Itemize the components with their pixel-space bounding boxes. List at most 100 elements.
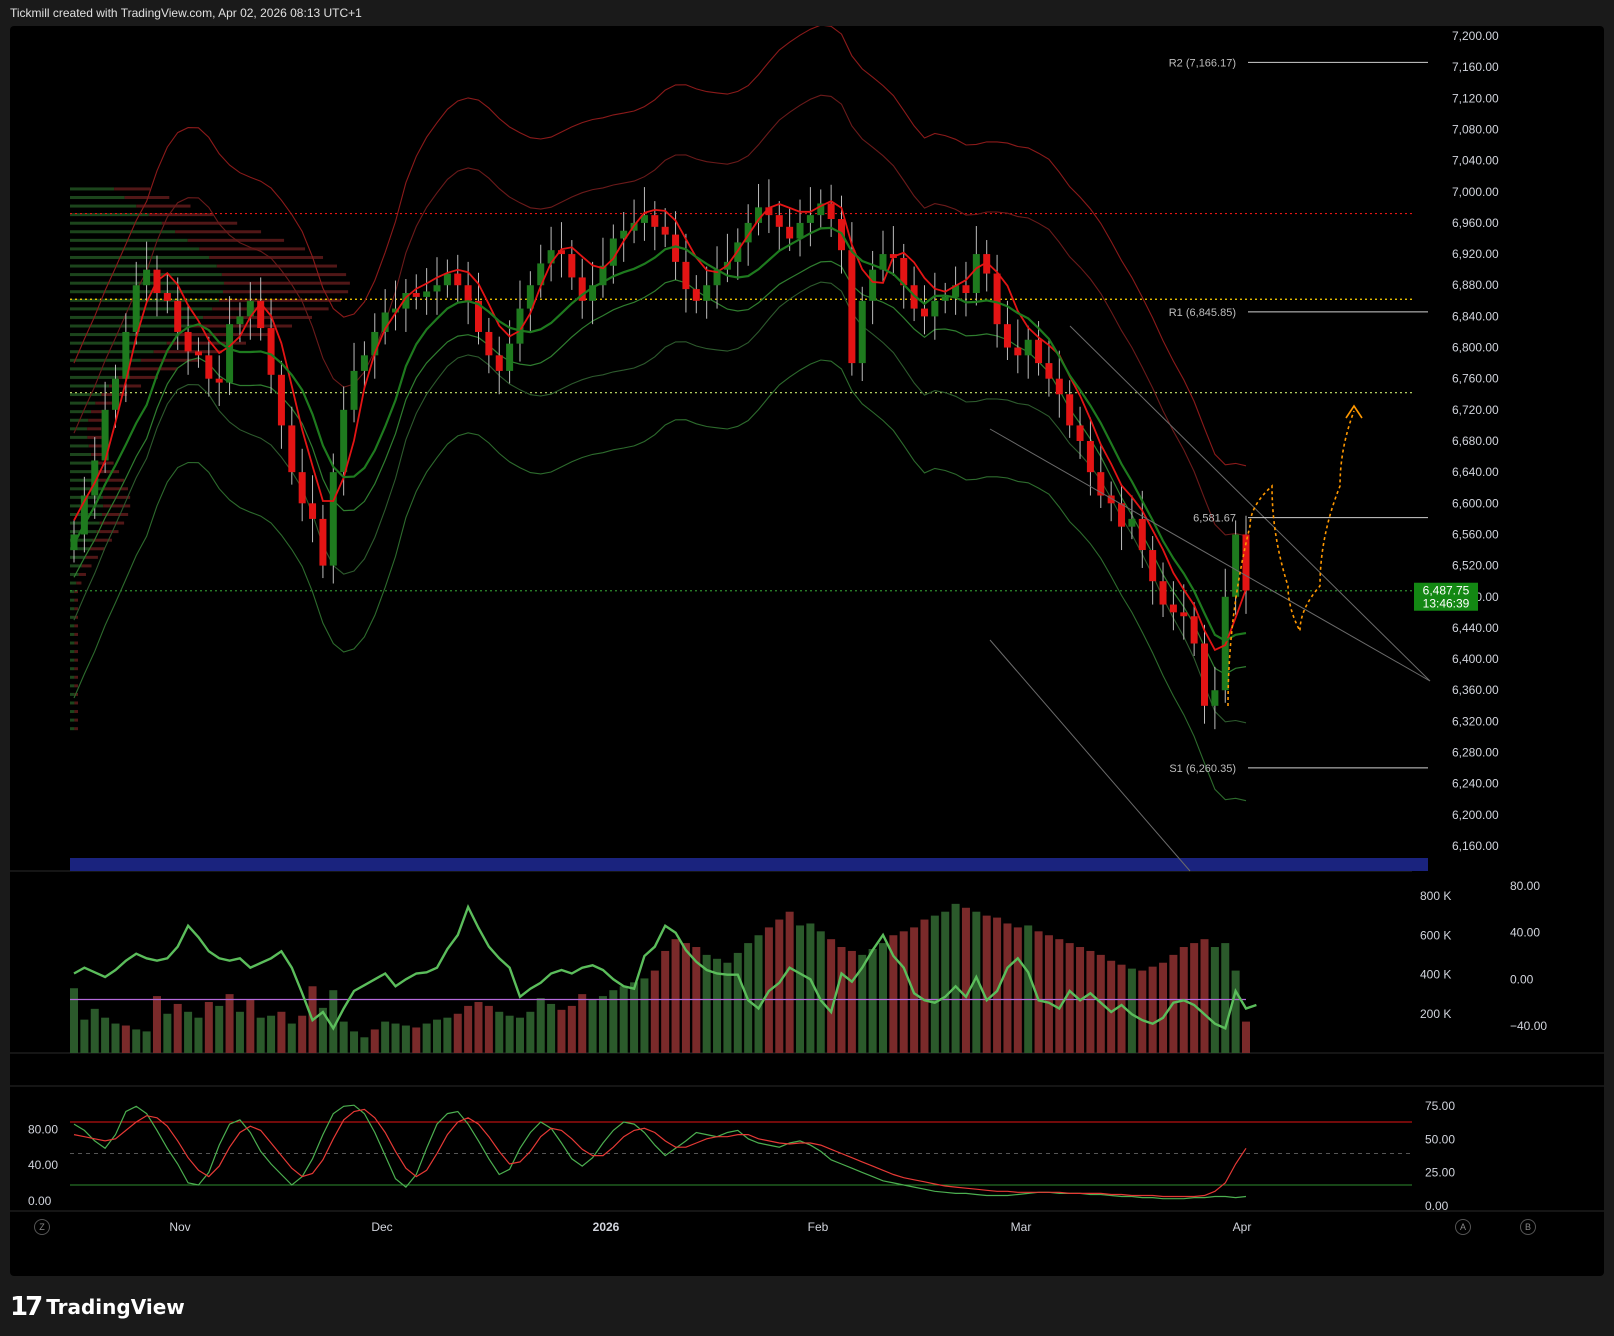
price-axis-tick: 6,520.00 xyxy=(1452,559,1499,573)
time-axis-tick: Nov xyxy=(169,1220,190,1234)
volume-bar xyxy=(1034,931,1043,1053)
price-axis-tick: 6,840.00 xyxy=(1452,309,1499,323)
timezone-button[interactable]: Z xyxy=(34,1219,50,1235)
volume-profile-down-bar xyxy=(74,615,78,619)
volume-profile-down-bar xyxy=(101,487,129,491)
volume-profile-up-bar xyxy=(70,410,92,414)
volume-profile-up-bar xyxy=(70,607,75,611)
candle-body xyxy=(454,273,462,286)
price-axis-tick: 6,720.00 xyxy=(1452,403,1499,417)
volume-bar xyxy=(152,996,161,1053)
candle-body xyxy=(879,254,887,270)
chart-caption: Tickmill created with TradingView.com, A… xyxy=(10,6,362,20)
candle-body xyxy=(1128,518,1136,527)
slow-ma-green xyxy=(73,226,1247,642)
candle-body xyxy=(298,472,306,504)
candle-body xyxy=(257,300,265,329)
candle-body xyxy=(1107,495,1115,504)
volume-profile-up-bar xyxy=(70,384,110,388)
price-axis-tick: 6,160.00 xyxy=(1452,839,1499,853)
candle-body xyxy=(900,257,908,286)
chart-frame[interactable]: R2 (7,166.17) R1 (6,845.85) 6,581.67 S1 (6,… xyxy=(10,26,1604,1276)
volume-profile-down-bar xyxy=(99,478,125,482)
volume-bar xyxy=(298,1015,307,1053)
volume-axis-tick: 800 K xyxy=(1420,889,1451,903)
volume-bar xyxy=(443,1017,452,1053)
volume-profile-down-bar xyxy=(74,727,78,731)
volume-bar xyxy=(681,943,690,1053)
volume-bar xyxy=(329,990,338,1053)
volume-profile-up-bar xyxy=(70,598,75,602)
volume-bar xyxy=(350,1031,359,1053)
volume-profile-down-bar xyxy=(124,196,170,199)
volume-bar xyxy=(1107,960,1116,1053)
volume-bar xyxy=(1127,968,1136,1053)
candle-body xyxy=(931,300,939,317)
candle-body xyxy=(1242,534,1250,591)
volume-bar xyxy=(806,923,815,1053)
last-price-value: 6,487.75 xyxy=(1423,584,1470,598)
candle-body xyxy=(350,370,358,410)
session-range-band xyxy=(70,858,1428,871)
candle-body xyxy=(1086,441,1094,473)
auto-scale-button[interactable]: A xyxy=(1455,1219,1471,1235)
volume-bar xyxy=(235,1011,244,1053)
candle-body xyxy=(1024,339,1032,356)
tradingview-footer: 17 TradingView xyxy=(10,1292,185,1322)
time-axis-tick: 2026 xyxy=(593,1220,620,1234)
volume-profile-down-bar xyxy=(74,598,78,602)
projection-path xyxy=(1227,410,1355,707)
stochastic-left-tick: 40.00 xyxy=(28,1158,58,1172)
candle-body xyxy=(464,285,472,301)
volume-bar xyxy=(391,1023,400,1053)
volume-profile-down-bar xyxy=(87,427,102,431)
volume-profile-down-bar xyxy=(74,658,78,662)
volume-profile-up-bar xyxy=(70,453,92,457)
volume-bar xyxy=(381,1021,390,1053)
volume-bar xyxy=(412,1027,421,1053)
candle-body xyxy=(672,234,680,262)
volume-bar xyxy=(775,919,784,1053)
chart-canvas[interactable]: R2 (7,166.17) R1 (6,845.85) 6,581.67 S1 (6,… xyxy=(10,26,1604,1276)
volume-bar xyxy=(1003,923,1012,1053)
volume-bar xyxy=(878,943,887,1053)
volume-bar xyxy=(204,1001,213,1053)
candle-body xyxy=(1149,550,1157,582)
volume-profile-up-bar xyxy=(70,615,75,619)
volume-bar xyxy=(816,931,825,1053)
volume-profile-down-bar xyxy=(175,230,262,234)
volume-profile-down-bar xyxy=(212,307,329,311)
volume-profile-up-bar xyxy=(70,684,75,688)
volume-profile-up-bar xyxy=(70,667,75,671)
candle-body xyxy=(1066,394,1074,426)
volume-profile-up-bar xyxy=(70,675,75,679)
candle-body xyxy=(858,300,866,364)
lower-band-inner xyxy=(73,281,1247,724)
volume-bar xyxy=(1200,939,1209,1053)
volume-bar xyxy=(671,939,680,1053)
volume-profile-up-bar xyxy=(70,298,219,302)
volume-bar xyxy=(630,982,639,1053)
volume-bar xyxy=(930,915,939,1053)
volume-profile-up-bar xyxy=(70,710,75,714)
candle-body xyxy=(111,378,119,410)
pivot-label-1: R1 (6,845.85) xyxy=(1169,307,1236,319)
candle-body xyxy=(1003,324,1011,348)
candle-body xyxy=(640,215,648,223)
candle-body xyxy=(443,273,451,286)
volume-profile-up-bar xyxy=(70,658,75,662)
volume-profile-down-bar xyxy=(223,281,350,285)
log-scale-button[interactable]: B xyxy=(1520,1219,1536,1235)
candle-body xyxy=(817,203,825,216)
oscillator-axis-tick: 0.00 xyxy=(1510,972,1534,986)
volume-bar xyxy=(474,1001,483,1053)
volume-profile-down-bar xyxy=(74,624,78,628)
lower-ma-line xyxy=(73,260,1247,675)
candle-body xyxy=(1159,581,1167,605)
candle-body xyxy=(381,312,389,332)
volume-profile-down-bar xyxy=(78,572,86,576)
candle-body xyxy=(1138,518,1146,551)
candle-body xyxy=(423,291,431,297)
candle-body xyxy=(775,215,783,227)
fast-ma-red xyxy=(73,200,1247,652)
